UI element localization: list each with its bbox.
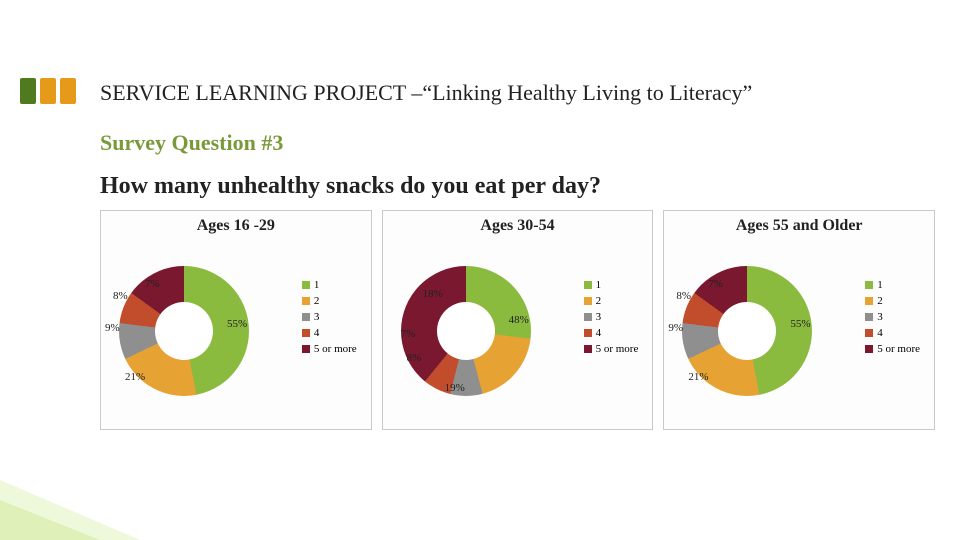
legend-label: 5 or more <box>596 343 639 355</box>
legend-label: 5 or more <box>314 343 357 355</box>
slice-label: 19% <box>445 382 465 394</box>
legend-swatch <box>584 345 592 353</box>
block-3 <box>60 78 76 104</box>
legend-swatch <box>584 329 592 337</box>
donut-wrap: 55%21%9%8%7% <box>119 266 249 396</box>
slice-label: 9% <box>668 322 683 334</box>
legend-label: 3 <box>877 311 883 323</box>
legend-swatch <box>302 297 310 305</box>
legend-item: 4 <box>302 327 357 339</box>
legend-label: 1 <box>596 279 602 291</box>
legend-label: 1 <box>877 279 883 291</box>
legend-swatch <box>865 345 873 353</box>
legend-item: 5 or more <box>865 343 920 355</box>
legend-item: 3 <box>865 311 920 323</box>
legend-item: 5 or more <box>302 343 357 355</box>
chart-title: Ages 16 -29 <box>101 211 371 235</box>
slice-label: 55% <box>227 318 247 330</box>
corner-color-blocks <box>20 78 76 104</box>
legend-item: 1 <box>584 279 639 291</box>
legend-swatch <box>865 297 873 305</box>
block-1 <box>20 78 36 104</box>
donut-chart <box>401 266 531 396</box>
legend-item: 4 <box>865 327 920 339</box>
legend-label: 1 <box>314 279 320 291</box>
legend: 1 2 3 4 5 or more <box>584 279 639 359</box>
legend-swatch <box>865 281 873 289</box>
charts-row: Ages 16 -29 55% 21% 9% 8% 7% 1 2 3 4 5 or more A… <box>100 210 935 430</box>
slice-label: 55% <box>790 318 810 330</box>
chart-title: Ages 30-54 <box>383 211 653 235</box>
chart-ages-16-29: Ages 16 -29 55% 21% 9% 8% 7% 1 2 3 4 5 or more <box>100 210 372 430</box>
legend-swatch <box>302 329 310 337</box>
legend-swatch <box>865 313 873 321</box>
survey-question: How many unhealthy snacks do you eat per… <box>100 173 601 200</box>
legend-label: 3 <box>596 311 602 323</box>
legend-label: 4 <box>314 327 320 339</box>
slice-label: 21% <box>688 371 708 383</box>
chart-title: Ages 55 and Older <box>664 211 934 235</box>
slide-title: SERVICE LEARNING PROJECT –“Linking Healt… <box>100 80 752 106</box>
slice-label: 7% <box>145 278 160 290</box>
legend-item: 4 <box>584 327 639 339</box>
chart-ages-55-older: Ages 55 and Older 55% 21% 9% 8% 7% 1 2 3 4 5 or … <box>663 210 935 430</box>
legend-item: 5 or more <box>584 343 639 355</box>
legend-label: 2 <box>596 295 602 307</box>
legend: 1 2 3 4 5 or more <box>865 279 920 359</box>
slice-label: 21% <box>125 371 145 383</box>
legend-item: 1 <box>302 279 357 291</box>
slice-label: 7% <box>401 328 416 340</box>
legend-swatch <box>584 281 592 289</box>
legend-label: 3 <box>314 311 320 323</box>
legend-swatch <box>302 313 310 321</box>
slide-subtitle: Survey Question #3 <box>100 130 283 156</box>
legend-label: 2 <box>314 295 320 307</box>
legend-item: 2 <box>865 295 920 307</box>
legend-swatch <box>302 345 310 353</box>
legend-item: 1 <box>865 279 920 291</box>
legend-item: 3 <box>302 311 357 323</box>
legend-label: 4 <box>877 327 883 339</box>
chart-ages-30-54: Ages 30-54 48% 19% 8% 7% 18% 1 2 3 4 5 or more <box>382 210 654 430</box>
donut-wrap: 48% 19% 8% 7% 18% <box>401 266 531 396</box>
slice-label: 9% <box>105 322 120 334</box>
legend-label: 2 <box>877 295 883 307</box>
legend-item: 3 <box>584 311 639 323</box>
legend-item: 2 <box>302 295 357 307</box>
block-2 <box>40 78 56 104</box>
slice-label: 18% <box>423 288 443 300</box>
slice-label: 8% <box>113 290 128 302</box>
legend-item: 2 <box>584 295 639 307</box>
slice-label: 48% <box>509 314 529 326</box>
slice-label: 7% <box>708 278 723 290</box>
legend-swatch <box>865 329 873 337</box>
accent-wedge <box>0 480 140 540</box>
legend-label: 4 <box>596 327 602 339</box>
legend-swatch <box>302 281 310 289</box>
slice-label: 8% <box>676 290 691 302</box>
slice-label: 8% <box>407 352 422 364</box>
legend-swatch <box>584 313 592 321</box>
legend: 1 2 3 4 5 or more <box>302 279 357 359</box>
legend-label: 5 or more <box>877 343 920 355</box>
slide: { "corner_colors": ["#4f7a1f", "#e69a1a"… <box>0 0 960 540</box>
legend-swatch <box>584 297 592 305</box>
donut-wrap: 55%21%9%8%7% <box>682 266 812 396</box>
